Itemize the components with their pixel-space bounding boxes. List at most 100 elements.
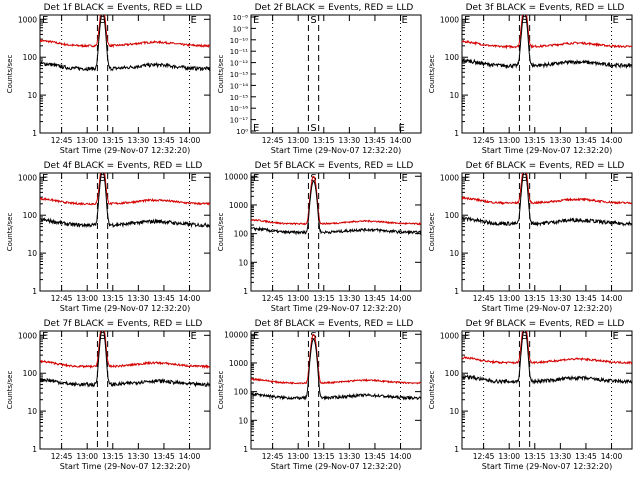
lld-series-line [251, 333, 421, 385]
panel-det-6f: Det 6f BLACK = Events, RED = LLD Counts/s… [428, 161, 633, 313]
x-tick-label: 13:30 [339, 294, 361, 303]
x-tick-label: 13:15 [524, 136, 546, 145]
y-axis-label: Counts/sec [217, 371, 225, 410]
s-marker-label: S [310, 173, 316, 184]
x-tick-label: 13:00 [76, 294, 98, 303]
x-tick-label: 14:00 [601, 136, 623, 145]
x-tick-label: 12:45 [262, 136, 284, 145]
panel-det-1f: Det 1f BLACK = Events, RED = LLD Counts/s… [6, 3, 211, 155]
x-tick-label: 13:45 [364, 452, 386, 461]
events-series-line [251, 338, 421, 401]
x-tick-label: 14:00 [390, 294, 412, 303]
e-marker-label: E [464, 331, 470, 342]
y-tick-label: 1 [454, 129, 459, 138]
x-tick-label: 14:00 [601, 452, 623, 461]
x-tick-label: 12:45 [262, 294, 284, 303]
panel-title: Det 1f BLACK = Events, RED = LLD [44, 3, 203, 13]
y-tick-label: 10⁻¹¹ [230, 48, 248, 56]
y-tick-label: 1 [32, 445, 37, 454]
e-marker-label: E [253, 331, 259, 342]
e-marker-label: E [191, 173, 197, 184]
x-axis-label: Start Time (29-Nov-07 12:32:20) [60, 462, 190, 471]
plot-frame [250, 14, 422, 134]
y-tick-label: 100 [234, 230, 249, 239]
x-tick-label: 13:45 [575, 294, 597, 303]
e-marker-label: E [402, 331, 408, 342]
e-marker-label: E [253, 173, 259, 184]
events-series-line [251, 180, 421, 236]
y-tick-label: 10⁻¹³ [230, 71, 248, 79]
plot-frame [461, 330, 633, 450]
x-axis-label: Start Time (29-Nov-07 12:32:20) [271, 146, 401, 155]
y-tick-label: 1 [32, 129, 37, 138]
y-tick-label: 10⁻¹² [230, 60, 248, 68]
panel-det-7f: Det 7f BLACK = Events, RED = LLD Counts/s… [6, 319, 211, 471]
events-series-line [462, 15, 632, 70]
s-marker-label: S [310, 331, 316, 342]
e-marker-label: E [464, 15, 470, 26]
x-tick-label: 13:00 [498, 294, 520, 303]
lld-series-line [462, 173, 632, 206]
events-series-line [40, 15, 210, 72]
e-marker-label: E [613, 331, 619, 342]
x-tick-label: 13:45 [575, 452, 597, 461]
y-tick-label: 10⁻¹⁰ [230, 37, 248, 45]
x-tick-label: 12:45 [51, 136, 73, 145]
x-axis-label: Start Time (29-Nov-07 12:32:20) [482, 304, 612, 313]
x-tick-label: 13:30 [550, 294, 572, 303]
y-tick-label: 1 [454, 445, 459, 454]
plot-frame [39, 14, 211, 134]
e-marker-label: E [191, 15, 197, 26]
plot-frame [250, 330, 422, 450]
x-tick-label: 13:30 [339, 452, 361, 461]
e-marker-label: E [399, 123, 405, 134]
y-axis-label: Counts/sec [428, 213, 436, 252]
lld-series-line [462, 331, 632, 365]
y-tick-label: 1 [243, 287, 248, 296]
x-tick-label: 13:45 [575, 136, 597, 145]
e-marker-label: E [464, 173, 470, 184]
x-tick-label: 13:30 [550, 452, 572, 461]
x-tick-label: 13:00 [76, 136, 98, 145]
y-tick-label: 10 [449, 91, 459, 100]
x-tick-label: 12:45 [51, 452, 73, 461]
x-tick-label: 13:00 [287, 294, 309, 303]
x-tick-label: 14:00 [390, 452, 412, 461]
x-tick-label: 13:30 [550, 136, 572, 145]
x-tick-label: 12:45 [473, 294, 495, 303]
y-tick-label: 100 [23, 211, 38, 220]
y-tick-label: 1000 [18, 331, 37, 340]
panel-title: Det 9f BLACK = Events, RED = LLD [466, 319, 625, 329]
x-tick-label: 14:00 [179, 452, 201, 461]
x-tick-label: 13:30 [339, 136, 361, 145]
y-tick-label: 10⁻¹⁶ [230, 105, 248, 113]
y-axis-label: Counts/sec [6, 55, 14, 94]
y-tick-label: 10 [449, 407, 459, 416]
y-tick-label: 100 [445, 211, 460, 220]
e-marker-label: E [613, 173, 619, 184]
x-tick-label: 13:45 [153, 452, 175, 461]
x-tick-label: 13:45 [364, 136, 386, 145]
y-tick-label: 10⁰ [236, 128, 248, 136]
x-tick-label: 13:30 [128, 452, 150, 461]
y-axis-label: Counts/sec [217, 213, 225, 252]
y-tick-label: 1 [454, 287, 459, 296]
y-tick-label: 10 [27, 407, 37, 416]
x-tick-label: 13:30 [128, 294, 150, 303]
plot-frame [39, 172, 211, 292]
x-tick-label: 13:15 [313, 136, 335, 145]
panel-title: Det 5f BLACK = Events, RED = LLD [255, 161, 414, 171]
e-marker-label: E [402, 173, 408, 184]
y-tick-label: 10 [449, 249, 459, 258]
x-tick-label: 13:15 [102, 452, 124, 461]
y-axis-label: Counts/sec [217, 55, 225, 94]
x-tick-label: 13:00 [76, 452, 98, 461]
y-tick-label: 1 [243, 445, 248, 454]
e-marker-label: E [42, 15, 48, 26]
s-marker-label: S [521, 173, 527, 184]
e-marker-label: E [402, 15, 408, 26]
x-tick-label: 13:00 [287, 136, 309, 145]
plot-frame [461, 172, 633, 292]
x-axis-label: Start Time (29-Nov-07 12:32:20) [482, 146, 612, 155]
